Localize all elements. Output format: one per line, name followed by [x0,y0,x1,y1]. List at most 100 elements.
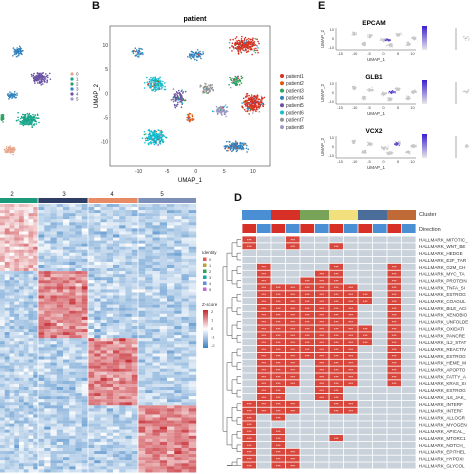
umap-point [363,43,365,45]
umap-point [151,89,153,91]
heatmap-cell [174,231,182,235]
heatmap-cell [174,313,182,317]
heatmap-cell [138,249,146,253]
heatmap-cell [0,365,5,369]
heatmap-cell [106,411,114,415]
heatmap-cell [181,399,189,403]
umap-point [234,145,237,148]
umap-point [205,83,207,85]
heatmap-cell [44,383,51,388]
heatmap-cell [50,350,57,354]
heatmap-cell [50,222,57,226]
heatmap-cell [125,322,132,327]
heatmap-cell [100,319,107,324]
heatmap-cell [119,322,126,327]
heatmap-cell [69,292,76,296]
heatmap-cell [188,210,197,214]
heatmap-cell [181,225,189,229]
heatmap-cell [33,246,39,250]
umap-point [259,105,261,108]
heatmap-cell [188,322,197,327]
umap-point [251,53,253,56]
heatmap-cell [75,335,82,339]
heatmap-cell [125,338,132,342]
heatmap-cell [159,271,168,275]
umap-point [406,41,408,43]
heatmap-cell [125,405,132,409]
heatmap-cell [94,322,101,327]
heatmap-cell [0,255,5,259]
heatmap-cell [75,380,82,385]
umap-point [204,86,206,89]
heatmap-cell [181,356,189,360]
heatmap-cell [181,411,189,415]
umap-point [388,97,390,99]
heatmap-cell [14,274,20,278]
heatmap-cell [44,399,51,403]
heatmap-cell [75,322,82,327]
heatmap-cell [119,207,126,211]
heatmap-cell [44,356,51,360]
heatmap-cell [174,286,182,290]
heatmap-cell [152,350,160,354]
heatmap-cell [106,353,114,357]
heatmap-cell [167,356,175,360]
umap-point [238,46,241,48]
cluster-point [40,81,42,83]
cluster-point [44,78,47,80]
heatmap-cell [75,274,82,278]
heatmap-cell [4,313,10,317]
heatmap-cell [44,326,51,330]
heatmap-cell [81,399,89,403]
umap-point [202,87,205,90]
umap-point [159,131,161,133]
umap-point [174,96,177,98]
heatmap-cell [106,274,114,278]
umap-point [155,136,157,139]
umap-point [253,48,256,50]
umap-point [248,46,251,48]
umap-point [250,48,252,50]
heatmap-cell [106,414,114,418]
heatmap-cell [106,405,114,409]
heatmap-cell [14,231,20,235]
umap-point [161,134,163,137]
legend-swatch [280,117,284,122]
heatmap-cell [152,408,160,412]
heatmap-cell [19,353,24,357]
heatmap-cell [44,310,51,314]
umap-point [193,58,196,61]
heatmap-cell [125,286,132,290]
heatmap-cell [4,298,10,302]
heatmap-cell [75,383,82,388]
heatmap-cell [9,243,15,247]
cluster-point [43,79,46,82]
heatmap-cell [131,380,139,385]
heatmap-cell [0,414,5,418]
umap-point [368,90,371,92]
heatmap-cell [19,335,24,339]
heatmap-cell [23,283,29,287]
heatmap-cell [38,307,45,311]
heatmap-cell [81,356,89,360]
heatmap-cell [75,219,82,223]
heatmap-cell [50,377,57,381]
heatmap-cell [174,408,182,412]
heatmap-cell [145,387,153,391]
legend-label: 2 [76,82,79,87]
umap-point [385,152,387,154]
umap-point [399,143,402,145]
heatmap-cell [81,240,89,244]
heatmap-cell [63,265,70,269]
umap-point [244,100,247,103]
heatmap-cell [33,216,39,220]
heatmap-cell [50,411,57,415]
umap-point [243,42,246,44]
heatmap-cell [174,265,182,269]
heatmap-cell [44,313,51,317]
heatmap-cell [188,286,197,290]
heatmap-cell [19,265,24,269]
heatmap-cell [138,350,146,354]
